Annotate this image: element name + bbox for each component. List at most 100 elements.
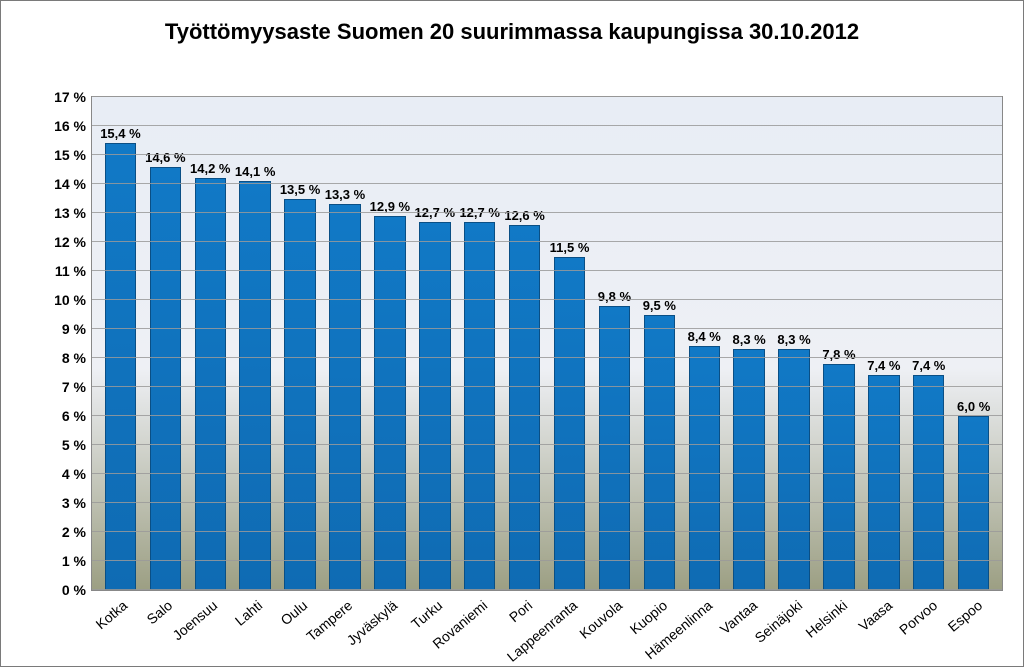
grid-line [92, 386, 1002, 387]
bar-value-label: 7,8 % [822, 347, 855, 362]
bar: 9,8 % [599, 306, 630, 590]
bar-value-label: 7,4 % [912, 358, 945, 373]
x-label-slot: Helsinki [817, 591, 862, 661]
plot-outer: Työttömyysaste 15,4 %14,6 %14,2 %14,1 %1… [36, 96, 1003, 591]
bar-slot: 9,8 % [592, 97, 637, 590]
grid-line [92, 473, 1002, 474]
bar-value-label: 9,8 % [598, 289, 631, 304]
bar-slot: 14,6 % [143, 97, 188, 590]
plot-area: 15,4 % 14,6 % 14,2 % 14,1 %13,5 %13,3 % 12,9… [91, 96, 1003, 591]
chart-title: Työttömyysaste Suomen 20 suurimmassa kau… [1, 1, 1023, 55]
bar-value-label: 14,2 % [190, 161, 230, 176]
y-tick-label: 16 % [54, 118, 86, 134]
bar-slot: 12,7 % [412, 97, 457, 590]
grid-line [92, 125, 1002, 126]
bar-value-label: 14,1 % [235, 164, 275, 179]
bar-slot: 11,5 % [547, 97, 592, 590]
x-axis-label: Lahti [231, 597, 265, 629]
bar-slot: 14,1 % [233, 97, 278, 590]
bar: 9,5 % [644, 315, 675, 591]
x-label-slot: Rovaniemi [457, 591, 502, 661]
bar-value-label: 14,6 % [145, 150, 185, 165]
grid-line [92, 299, 1002, 300]
bar: 13,3 % [329, 204, 360, 590]
x-label-slot: Jyväskylä [367, 591, 412, 661]
y-tick-label: 8 % [62, 350, 86, 366]
x-label-slot: Espoo [952, 591, 997, 661]
bar-slot: 7,4 % [906, 97, 951, 590]
bar: 6,0 % [958, 416, 989, 590]
bar-value-label: 8,3 % [777, 332, 810, 347]
bar-slot: 15,4 % [98, 97, 143, 590]
bar-value-label: 12,6 % [504, 208, 544, 223]
bar: 15,4 % [105, 143, 136, 590]
chart-container: Työttömyysaste Suomen 20 suurimmassa kau… [0, 0, 1024, 667]
grid-line [92, 415, 1002, 416]
bar: 12,6 % [509, 225, 540, 590]
x-label-slot: Lahti [232, 591, 277, 661]
y-tick-label: 2 % [62, 524, 86, 540]
y-tick-label: 5 % [62, 437, 86, 453]
grid-line [92, 154, 1002, 155]
bar: 7,8 % [823, 364, 854, 590]
y-tick-label: 12 % [54, 234, 86, 250]
bar: 7,4 % [913, 375, 944, 590]
bar-value-label: 8,4 % [688, 329, 721, 344]
grid-line [92, 96, 1002, 97]
bar-slot: 14,2 % [188, 97, 233, 590]
grid-line [92, 444, 1002, 445]
grid-line [92, 241, 1002, 242]
y-tick-label: 13 % [54, 205, 86, 221]
bar-slot: 13,3 % [323, 97, 368, 590]
bar-slot: 8,3 % [772, 97, 817, 590]
bar: 12,9 % [374, 216, 405, 590]
bar: 14,6 % [150, 167, 181, 590]
y-tick-label: 6 % [62, 408, 86, 424]
bar: 12,7 % [464, 222, 495, 590]
bar: 12,7 % [419, 222, 450, 590]
bar-value-label: 7,4 % [867, 358, 900, 373]
x-axis-label: Oulu [277, 597, 310, 628]
bar-slot: 8,3 % [727, 97, 772, 590]
grid-line [92, 560, 1002, 561]
grid-line [92, 270, 1002, 271]
grid-line [92, 328, 1002, 329]
y-tick-label: 14 % [54, 176, 86, 192]
bar-slot: 12,9 % [367, 97, 412, 590]
bar-value-label: 8,3 % [733, 332, 766, 347]
bar-slot: 12,7 % [457, 97, 502, 590]
bar-slot: 7,4 % [861, 97, 906, 590]
grid-line [92, 212, 1002, 213]
y-tick-label: 9 % [62, 321, 86, 337]
bar: 8,4 % [689, 346, 720, 590]
bar-value-label: 13,3 % [325, 187, 365, 202]
bar-slot: 13,5 % [278, 97, 323, 590]
bar-slot: 6,0 % [951, 97, 996, 590]
x-axis-label: Salo [143, 597, 175, 627]
y-tick-label: 11 % [55, 263, 86, 279]
x-label-slot: Kotka [97, 591, 142, 661]
bar-slot: 7,8 % [817, 97, 862, 590]
grid-line [92, 589, 1002, 590]
x-axis-label: Kotka [92, 597, 130, 632]
y-tick-label: 3 % [62, 495, 86, 511]
y-tick-label: 10 % [54, 292, 86, 308]
bar-slot: 8,4 % [682, 97, 727, 590]
bar: 11,5 % [554, 257, 585, 591]
y-tick-label: 0 % [62, 582, 86, 598]
y-tick-label: 15 % [54, 147, 86, 163]
x-axis-label: Pori [505, 597, 534, 625]
grid-line [92, 357, 1002, 358]
x-label-slot: Joensuu [187, 591, 232, 661]
x-label-slot: Porvoo [907, 591, 952, 661]
bar: 7,4 % [868, 375, 899, 590]
bars-layer: 15,4 % 14,6 % 14,2 % 14,1 %13,5 %13,3 % 12,9… [92, 97, 1002, 590]
x-axis-label: Turku [407, 597, 444, 632]
bar-value-label: 15,4 % [100, 126, 140, 141]
grid-line [92, 183, 1002, 184]
y-tick-label: 4 % [62, 466, 86, 482]
y-tick-label: 7 % [62, 379, 86, 395]
bar-value-label: 6,0 % [957, 399, 990, 414]
y-tick-label: 1 % [62, 553, 86, 569]
bar-slot: 9,5 % [637, 97, 682, 590]
